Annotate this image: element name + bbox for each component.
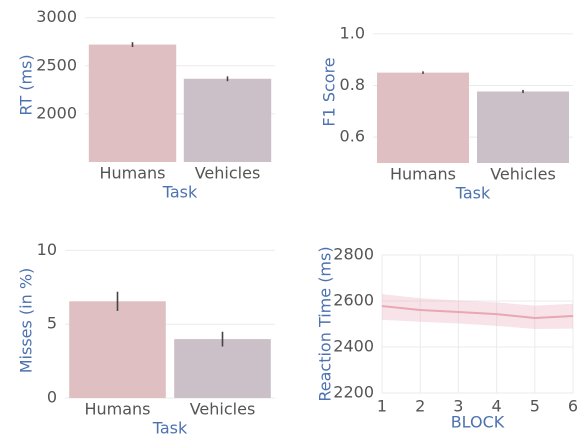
y-axis-label: Reaction Time (ms): [316, 246, 335, 401]
y-tick-label: 2200: [333, 383, 374, 402]
bar: [183, 78, 272, 162]
y-tick-label: 5: [47, 314, 57, 333]
y-axis-label: Misses (in %): [17, 268, 36, 374]
bar: [377, 72, 469, 163]
confidence-band: [382, 294, 573, 330]
y-tick-label: 3000: [36, 7, 77, 26]
x-tick-label: 5: [530, 397, 540, 416]
bar: [477, 91, 569, 163]
x-tick-label: Humans: [84, 400, 150, 419]
y-tick-label: 2800: [333, 245, 374, 264]
x-axis-label: BLOCK: [451, 413, 505, 432]
y-tick-label: 10: [37, 240, 57, 259]
x-tick-label: Humans: [99, 164, 165, 183]
x-tick-label: Vehicles: [190, 400, 256, 419]
y-tick-label: 2400: [333, 337, 374, 356]
bar: [69, 301, 166, 398]
x-tick-label: Vehicles: [195, 164, 261, 183]
y-tick-label: 1.0: [340, 23, 365, 42]
x-tick-label: 2: [415, 397, 425, 416]
x-axis-label: Task: [152, 419, 188, 437]
y-tick-label: 2600: [333, 291, 374, 310]
line: [381, 305, 574, 320]
y-tick-label: 0.8: [340, 75, 365, 94]
x-tick-label: 3: [453, 397, 463, 416]
y-tick-label: 0.6: [340, 127, 365, 146]
x-tick-label: Humans: [390, 165, 456, 184]
y-tick-label: 2500: [36, 55, 77, 74]
x-tick-label: 6: [568, 397, 578, 416]
bar: [174, 339, 271, 398]
y-axis-label: F1 Score: [320, 57, 339, 126]
x-tick-label: 1: [377, 397, 387, 416]
y-tick-label: 2000: [36, 103, 77, 122]
y-axis-label: RT (ms): [17, 54, 36, 115]
bar: [88, 44, 177, 163]
y-tick-label: 0: [47, 388, 57, 407]
x-axis-label: Task: [455, 184, 491, 203]
x-tick-label: Vehicles: [490, 165, 556, 184]
x-axis-label: Task: [162, 183, 198, 202]
x-tick-label: 4: [492, 397, 502, 416]
